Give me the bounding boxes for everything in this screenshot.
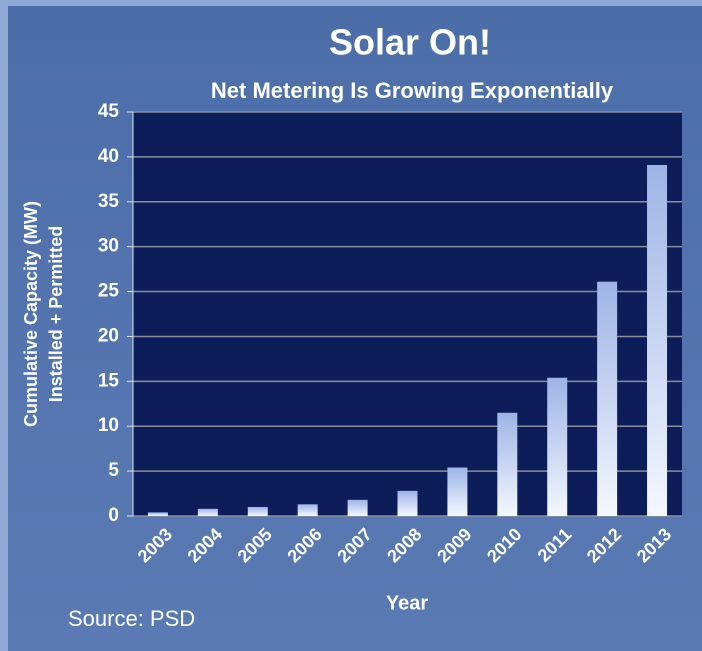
y-axis-label: Cumulative Capacity (MW) xyxy=(21,201,41,427)
bar xyxy=(397,490,418,516)
y-axis-label: Installed + Permitted xyxy=(46,226,66,403)
bar xyxy=(197,508,218,516)
y-tick-label: 45 xyxy=(98,101,120,122)
source-note: Source: PSD xyxy=(68,606,195,631)
bar xyxy=(647,164,668,517)
bar xyxy=(547,377,568,516)
y-tick-label: 35 xyxy=(98,191,120,212)
chart-subtitle: Net Metering Is Growing Exponentially xyxy=(211,78,614,103)
bar xyxy=(497,412,518,516)
bar xyxy=(147,512,168,516)
bar xyxy=(347,499,368,516)
y-tick-label: 20 xyxy=(98,325,119,346)
y-tick-label: 40 xyxy=(98,146,119,167)
y-tick-label: 5 xyxy=(108,460,119,481)
y-tick-label: 10 xyxy=(98,415,119,436)
bar xyxy=(447,467,468,516)
plot-area xyxy=(133,112,682,516)
chart-title: Solar On! xyxy=(329,22,491,63)
y-tick-label: 25 xyxy=(98,281,120,302)
bar xyxy=(297,504,318,516)
y-tick-label: 30 xyxy=(98,236,119,257)
y-tick-label: 0 xyxy=(108,505,119,526)
y-tick-label: 15 xyxy=(98,370,120,391)
x-axis-label: Year xyxy=(386,592,428,614)
bar xyxy=(247,507,268,516)
bar xyxy=(597,281,618,516)
